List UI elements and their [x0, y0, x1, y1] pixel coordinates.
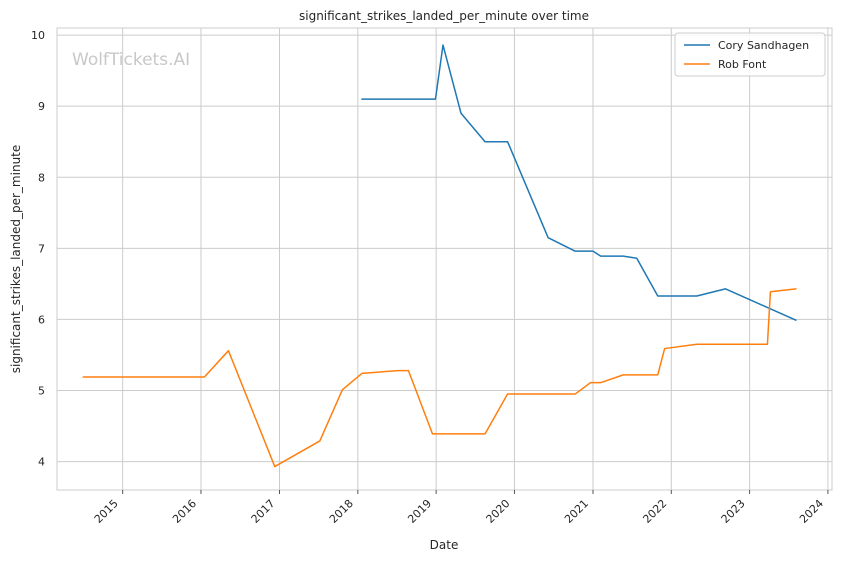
y-tick-label: 6 — [38, 313, 45, 326]
legend-label-cory-sandhagen: Cory Sandhagen — [718, 39, 809, 52]
series-line-rob-font — [82, 288, 797, 468]
grid — [57, 28, 832, 490]
chart-title: significant_strikes_landed_per_minute ov… — [299, 9, 589, 23]
watermark: WolfTickets.AI — [72, 50, 190, 70]
y-tick-label: 10 — [31, 29, 45, 42]
legend-box — [674, 32, 826, 77]
series-line-cory-sandhagen — [361, 44, 797, 321]
series-layer — [82, 44, 797, 468]
y-tick-label: 7 — [38, 242, 45, 255]
y-axis-ticks: 4 5 6 7 8 9 10 — [31, 29, 45, 468]
y-axis-label: significant_strikes_landed_per_minute — [9, 145, 23, 374]
y-tick-label: 4 — [38, 456, 45, 469]
y-tick-label: 9 — [38, 100, 45, 113]
legend: Cory Sandhagen Rob Font — [674, 32, 826, 77]
y-tick-label: 8 — [38, 171, 45, 184]
y-tick-label: 5 — [38, 384, 45, 397]
plot-frame — [56, 27, 833, 491]
legend-label-rob-font: Rob Font — [718, 58, 767, 71]
x-axis-label: Date — [430, 538, 459, 552]
